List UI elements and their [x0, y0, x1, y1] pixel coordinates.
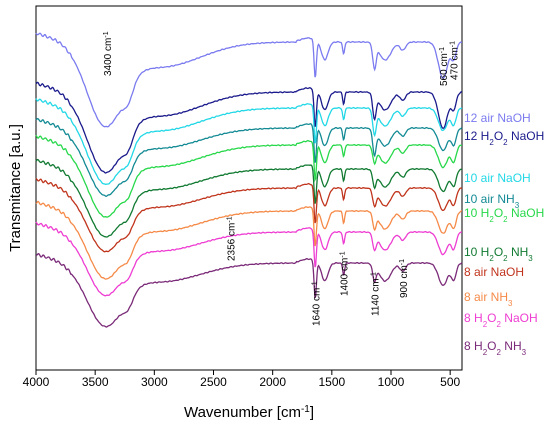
annotation-label: 470 cm-1	[449, 41, 461, 80]
x-tick-label: 4000	[23, 375, 50, 389]
x-tick-label: 2500	[200, 375, 227, 389]
series-labels-layer: 12 air NaOH 12 H2O2 NaOH 10 air NaOH 10 air…	[464, 111, 544, 357]
annotation-label: 1140 cm-1	[370, 272, 382, 316]
annotation-label: 1640 cm-1	[311, 281, 323, 326]
series-line	[35, 81, 463, 174]
series-line	[35, 118, 463, 198]
annotation-label: 2356 cm-1	[226, 216, 238, 261]
x-axis-label: Wavenumber [cm-1]	[184, 404, 314, 422]
series-label: 8 air NaOH	[464, 265, 524, 279]
series-line	[35, 98, 463, 185]
annotation-label: 3400 cm-1	[103, 31, 115, 76]
x-tick-label: 1500	[318, 375, 345, 389]
series-label: 10 air NaOH	[464, 171, 531, 185]
series-label: 12 air NaOH	[464, 111, 531, 125]
series-label: 12 H2O2 NaOH	[464, 129, 544, 147]
plot-frame	[35, 5, 463, 371]
x-tick-label: 500	[440, 375, 460, 389]
series-label: 10 H2O2 NH3	[464, 245, 533, 263]
x-tick-label: 1000	[378, 375, 405, 389]
y-axis-label: Transmitance [a.u.]	[7, 124, 24, 252]
series-label: 8 air NH3	[464, 290, 513, 308]
series-line	[36, 253, 463, 328]
annotation-label: 1400 cm-1	[339, 251, 351, 296]
series-line	[35, 221, 463, 297]
series-line	[35, 134, 463, 218]
series-label: 8 H2O2 NH3	[464, 339, 527, 357]
x-tick-label: 3000	[141, 375, 168, 389]
series-label: 10 H2O2 NaOH	[464, 206, 544, 224]
series-line	[35, 200, 463, 280]
annotation-label: 560 cm-1	[439, 47, 451, 86]
x-axis-ticks: 4000 3500 3000 2500 2000 1500 1000 500	[23, 370, 460, 389]
annotations-layer: 3400 cm-1 2356 cm-1 1640 cm-1 1400 cm-1 1140…	[103, 31, 461, 326]
series-line	[35, 32, 463, 128]
series-line	[35, 158, 463, 238]
spectra-layer	[35, 32, 463, 328]
x-tick-label: 3500	[82, 375, 109, 389]
series-label: 8 H2O2 NaOH	[464, 311, 538, 329]
x-tick-label: 2000	[259, 375, 286, 389]
annotation-label: 900 cm-1	[398, 259, 410, 298]
series-label: 10 air NH3	[464, 192, 520, 210]
series-line	[35, 177, 463, 253]
